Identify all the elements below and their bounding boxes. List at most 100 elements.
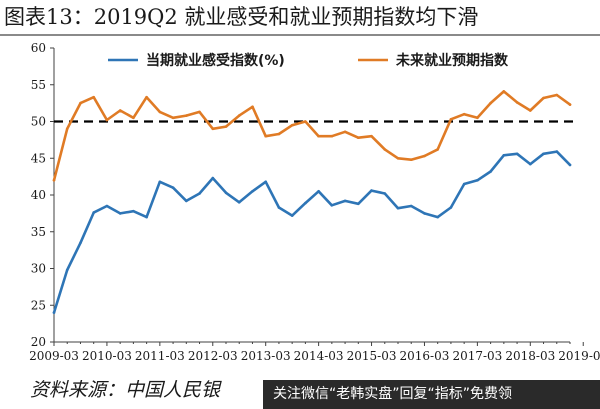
data-point [158,110,162,114]
data-point [224,125,228,128]
x-tick-label: 2018-03 [505,349,555,363]
data-point [198,192,201,195]
data-point [198,110,201,114]
data-point [370,134,373,138]
data-point [529,109,532,112]
data-point [462,112,466,116]
data-point [290,214,294,217]
x-tick-label: 2013-03 [241,349,291,363]
data-point [264,180,268,184]
data-point [476,179,479,182]
data-point [383,148,387,151]
data-point [317,134,320,138]
data-point [185,114,188,117]
data-point [502,90,506,93]
data-point [185,199,188,203]
data-point [396,157,400,160]
data-point [449,206,453,209]
data-point [118,109,122,112]
data-point [370,189,373,192]
data-point [476,116,479,120]
data-point [317,190,320,193]
data-point [502,154,506,157]
series-line-1 [52,90,572,182]
data-point [542,96,545,100]
data-point [224,191,228,195]
data-point [343,130,347,134]
data-point [105,118,109,122]
y-tick-label: 35 [31,225,46,239]
data-point [79,101,82,105]
data-point [52,179,56,182]
data-point [330,134,334,138]
data-point [515,101,519,104]
data-point [568,163,572,167]
data-point [132,116,135,120]
data-point [251,105,254,109]
y-tick-label: 60 [31,41,46,55]
data-point [542,152,545,156]
y-tick-label: 25 [31,298,46,312]
legend-label-1: 未来就业预期指数 [396,52,509,69]
data-point [357,202,360,206]
data-point [145,215,148,219]
x-tick-label: 2017-03 [452,349,502,363]
y-tick-label: 40 [31,188,46,202]
data-point [118,212,122,215]
data-point [489,101,492,105]
data-point [423,212,426,215]
data-point [171,116,175,120]
data-point [529,162,532,166]
data-point [343,199,347,203]
x-tick-label: 2014-03 [294,349,344,363]
data-point [489,170,492,173]
data-point [277,132,281,136]
data-point [304,120,307,123]
data-point [568,103,572,106]
y-tick-label: 20 [31,335,46,349]
x-tick-label: 2012-03 [188,349,238,363]
x-tick-label: 2010-03 [82,349,132,363]
x-tick-label: 2016-03 [400,349,450,363]
data-point [449,118,453,121]
series-line-0 [52,150,572,314]
data-point [290,123,294,127]
data-point [79,241,82,245]
data-point [237,114,241,117]
data-point [211,127,215,131]
data-point [357,136,360,139]
x-tick-label: 2015-03 [347,349,397,363]
source-note: 资料来源：中国人民银 [30,379,221,401]
data-point [211,176,215,180]
data-point [65,127,69,131]
data-point [92,211,95,214]
data-point [409,158,413,161]
data-point [396,206,400,210]
data-point [555,150,559,153]
data-point [277,206,281,209]
legend-label-0: 当期就业感受指数(%) [146,52,285,69]
x-tick-label: 2009-03 [29,349,79,363]
data-point [52,311,56,314]
data-point [65,268,69,272]
data-point [105,204,109,208]
data-point [515,152,519,156]
data-point [304,201,307,205]
data-point [409,204,413,208]
x-tick-label: 2019-03 [558,349,600,363]
y-tick-label: 50 [31,115,46,129]
promo-banner: 关注微信“老韩实盘”回复“指标”免费领 [263,380,600,409]
data-point [383,192,387,195]
data-point [330,204,334,207]
data-point [436,215,440,219]
data-point [462,182,466,186]
data-point [237,201,241,204]
figure-title: 图表13：2019Q2 就业感受和就业预期指数均下滑 [4,5,479,29]
y-tick-label: 55 [31,78,46,92]
data-point [92,95,95,99]
data-point [158,180,162,184]
data-point [251,190,254,193]
data-point [145,95,148,99]
data-point [264,134,268,138]
